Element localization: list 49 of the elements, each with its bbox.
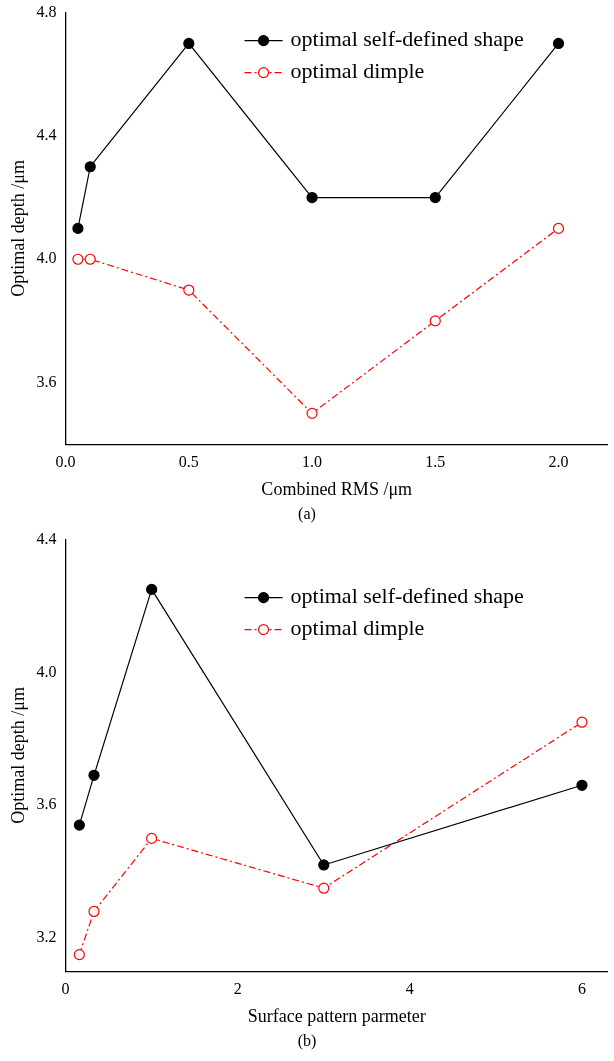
point bbox=[88, 769, 100, 781]
x-tick-label: 1.0 bbox=[302, 453, 323, 470]
point bbox=[72, 253, 84, 265]
legend-label: optimal dimple bbox=[290, 615, 425, 641]
point bbox=[318, 882, 330, 894]
y-tick-label: 3.6 bbox=[36, 372, 57, 390]
y-tick-label: 4.8 bbox=[36, 2, 57, 20]
x-tick-label: 0.0 bbox=[55, 453, 76, 470]
point bbox=[146, 832, 158, 844]
text: (b) bbox=[296, 1032, 318, 1052]
point bbox=[73, 949, 85, 961]
point bbox=[306, 407, 318, 419]
y-tick-label: 4.0 bbox=[36, 249, 57, 267]
x-tick-label: 4 bbox=[405, 980, 414, 997]
x-axis-title: Combined RMS /μm bbox=[261, 478, 413, 499]
point bbox=[306, 191, 318, 204]
y-tick-label: 3.2 bbox=[36, 928, 57, 946]
point bbox=[183, 37, 195, 50]
point bbox=[429, 315, 441, 327]
x-tick-label: 6 bbox=[577, 980, 586, 997]
point bbox=[576, 716, 588, 728]
point bbox=[552, 37, 565, 50]
x-tick-label: 2.0 bbox=[548, 453, 569, 470]
point bbox=[429, 191, 441, 204]
point bbox=[552, 222, 565, 234]
point bbox=[72, 222, 84, 234]
point bbox=[318, 859, 330, 871]
point bbox=[84, 161, 96, 173]
point bbox=[73, 819, 85, 831]
y-tick-label: 4.4 bbox=[36, 126, 57, 144]
x-tick-label: 0.5 bbox=[178, 453, 199, 470]
point bbox=[146, 583, 158, 595]
point bbox=[88, 905, 100, 918]
legend-label: optimal self-defined shape bbox=[290, 583, 524, 609]
y-tick-label: 3.6 bbox=[36, 795, 57, 813]
x-tick-label: 2 bbox=[233, 980, 242, 997]
x-tick-label: 1.5 bbox=[425, 453, 446, 470]
y-tick-label: 4.0 bbox=[36, 662, 57, 680]
point bbox=[84, 253, 96, 265]
point bbox=[183, 284, 195, 296]
legend-label: optimal self-defined shape bbox=[290, 26, 524, 52]
legend-label: optimal dimple bbox=[290, 58, 425, 84]
point bbox=[576, 779, 588, 791]
y-axis-title: Optimal depth /μm bbox=[7, 160, 28, 297]
x-axis-title: Surface pattern parmeter bbox=[247, 1005, 426, 1026]
y-axis-title: Optimal depth /μm bbox=[7, 687, 28, 824]
text: (a) bbox=[297, 505, 317, 525]
y-tick-label: 4.4 bbox=[36, 529, 57, 547]
x-tick-label: 0 bbox=[61, 980, 70, 997]
